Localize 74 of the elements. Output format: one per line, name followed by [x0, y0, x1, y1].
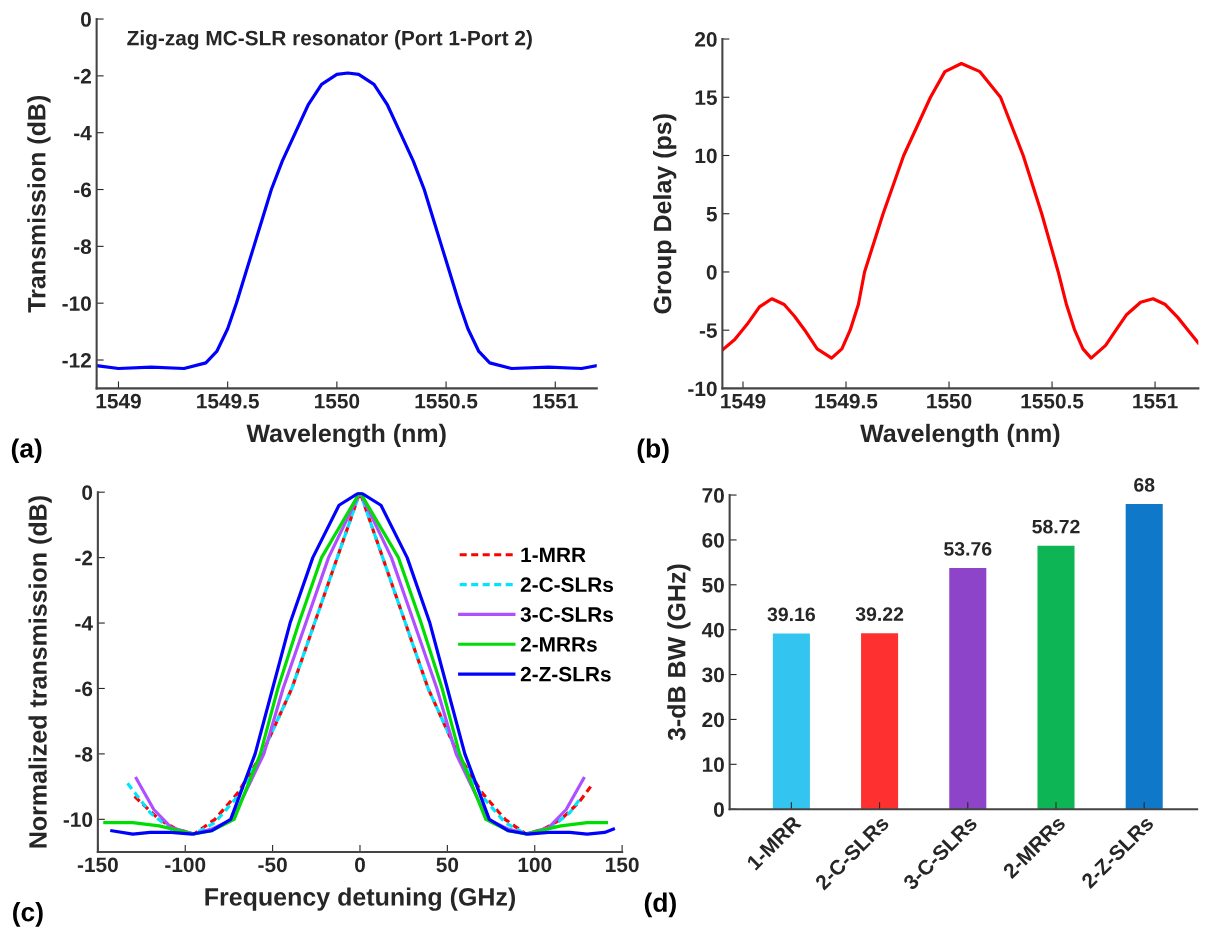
x-axis-title: Wavelength (nm): [246, 423, 446, 448]
x-tick-label: 1549.5: [815, 393, 878, 409]
y-tick-label: 20: [695, 32, 717, 47]
data-label: 39.16: [767, 607, 816, 622]
bar: [861, 633, 899, 810]
x-tick-label: 1550.5: [1021, 393, 1084, 409]
y-tick-label: -8: [75, 746, 93, 762]
x-tick-label: 100: [518, 857, 552, 873]
y-tick-label: -10: [688, 381, 717, 397]
data-label: 58.72: [1032, 519, 1080, 534]
x-tick-label: 1551: [533, 394, 578, 409]
y-tick-label: -12: [62, 353, 91, 368]
x-axis-title: Frequency detuning (GHz): [205, 887, 515, 911]
y-tick-label: 5: [706, 206, 717, 222]
text: (b): [637, 438, 669, 464]
x-tick-label: -100: [165, 857, 206, 873]
bar: [949, 567, 987, 810]
y-tick-label: -6: [75, 681, 93, 697]
x-tick-label: -150: [77, 857, 118, 873]
y-axis-title: Group Delay (ps): [653, 114, 677, 314]
x-tick-label: 1549.5: [197, 393, 259, 409]
y-tick-label: 0: [706, 264, 717, 280]
legend-label: 2-Z-SLRs: [520, 666, 611, 682]
y-tick-label: -4: [74, 125, 92, 141]
x-tick-label: -50: [258, 857, 287, 873]
legend-label: 2-C-SLRs: [520, 577, 614, 593]
line-series: [96, 71, 597, 371]
line-series: [722, 61, 1199, 360]
x-tick-label: 1549: [721, 393, 766, 409]
text: (d): [644, 892, 676, 918]
y-tick-label: 20: [702, 712, 724, 728]
x-tick-label: 50: [436, 857, 459, 873]
legend-label: 1-MRR: [521, 547, 586, 563]
y-tick-label: -2: [75, 550, 93, 566]
y-tick-label: 10: [695, 148, 717, 164]
y-tick-label: 10: [702, 757, 724, 773]
x-tick-label: 150: [606, 857, 639, 873]
y-tick-label: 0: [82, 485, 93, 500]
bar: [1037, 545, 1075, 810]
y-tick-label: -8: [74, 239, 92, 255]
x-tick-label: 0: [355, 857, 365, 873]
x-tick-label: 1551: [1133, 394, 1178, 409]
legend-label: 2-MRRs: [520, 636, 597, 652]
y-tick-label: -4: [75, 616, 93, 631]
y-tick-label: 50: [702, 577, 724, 593]
y-axis-title: Transmission (dB): [27, 95, 51, 313]
y-tick-label: -5: [699, 323, 717, 338]
y-tick-label: -10: [62, 296, 91, 311]
y-tick-label: -2: [74, 68, 91, 84]
y-axis-title: 3-dB BW (GHz): [667, 564, 691, 741]
y-tick-label: 15: [695, 90, 717, 106]
x-tick-label: 1550.5: [415, 393, 478, 409]
text: (c): [13, 902, 43, 927]
bar: [772, 633, 810, 810]
x-tick-label: 1550: [927, 393, 972, 409]
y-tick-label: 70: [702, 488, 724, 503]
x-axis-title: Wavelength (nm): [860, 423, 1060, 448]
text: Zig-zag MC-SLR resonator (Port 1-Port 2): [127, 30, 532, 50]
x-tick-label: 1550: [315, 393, 360, 409]
y-tick-label: 60: [702, 532, 724, 548]
x-tick-label: 1549: [96, 393, 141, 409]
legend-label: 3-C-SLRs: [520, 607, 614, 622]
y-tick-label: 40: [701, 622, 724, 638]
y-tick-label: 0: [714, 802, 724, 817]
data-label: 53.76: [944, 541, 992, 556]
y-tick-label: 30: [702, 667, 724, 683]
bar: [1125, 504, 1163, 810]
data-label: 68: [1134, 478, 1155, 492]
y-axis-title: Normalized transmission (dB): [28, 496, 52, 848]
y-tick-label: -10: [63, 812, 93, 828]
y-tick-label: -6: [74, 182, 92, 198]
data-label: 39.22: [855, 607, 904, 622]
text: (a): [11, 438, 42, 464]
y-tick-label: 0: [81, 12, 91, 27]
